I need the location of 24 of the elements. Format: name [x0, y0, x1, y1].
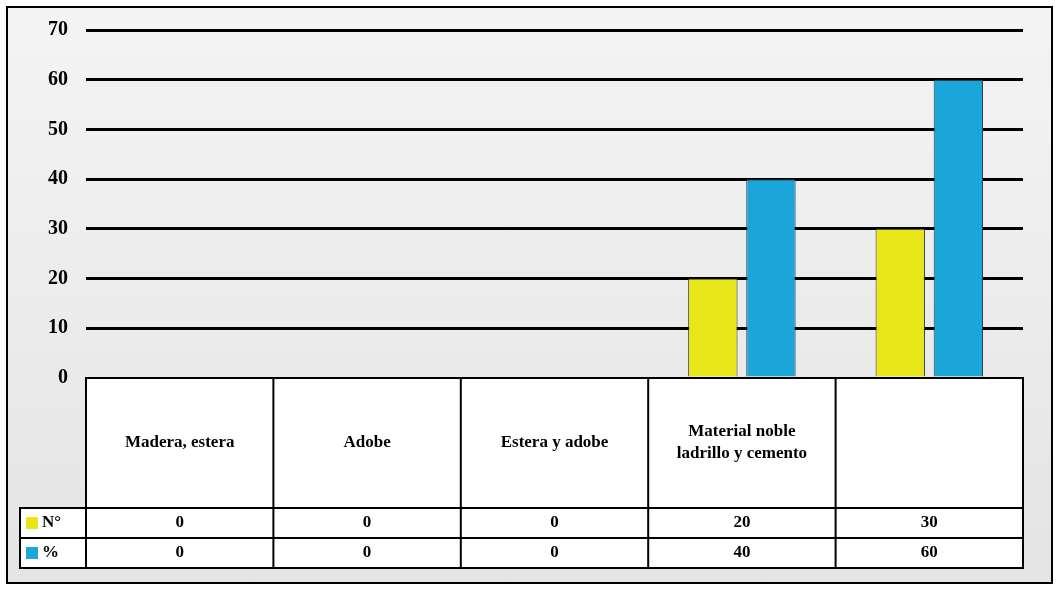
- data-label: 60: [920, 542, 938, 562]
- x-tick-label: Adobe: [343, 432, 392, 452]
- x-tick-label: Madera, estera: [124, 432, 235, 452]
- y-tick-label: 50: [48, 116, 68, 139]
- x-tick-label: Material noble ladrillo y cemento: [676, 421, 808, 463]
- legend-label: %: [42, 542, 59, 562]
- data-label: 30: [920, 512, 938, 532]
- y-tick-label: 10: [48, 315, 68, 338]
- data-label: 0: [550, 542, 559, 562]
- y-tick-label: 60: [48, 66, 68, 89]
- x-tick-label: Estera y adobe: [500, 432, 609, 452]
- data-label: 0: [550, 512, 559, 532]
- data-label: 0: [362, 512, 372, 532]
- y-tick-label: 30: [48, 216, 68, 239]
- data-label: 0: [175, 542, 184, 562]
- legend-label: N°: [42, 512, 62, 532]
- data-label: 20: [733, 512, 751, 532]
- y-tick-label: 70: [48, 17, 68, 40]
- y-tick-label: 20: [48, 265, 68, 288]
- y-tick-label: 40: [48, 166, 68, 189]
- data-label: 40: [733, 542, 751, 562]
- data-label: 0: [362, 542, 372, 562]
- data-label: 0: [175, 512, 184, 532]
- y-tick-label: 0: [58, 365, 68, 388]
